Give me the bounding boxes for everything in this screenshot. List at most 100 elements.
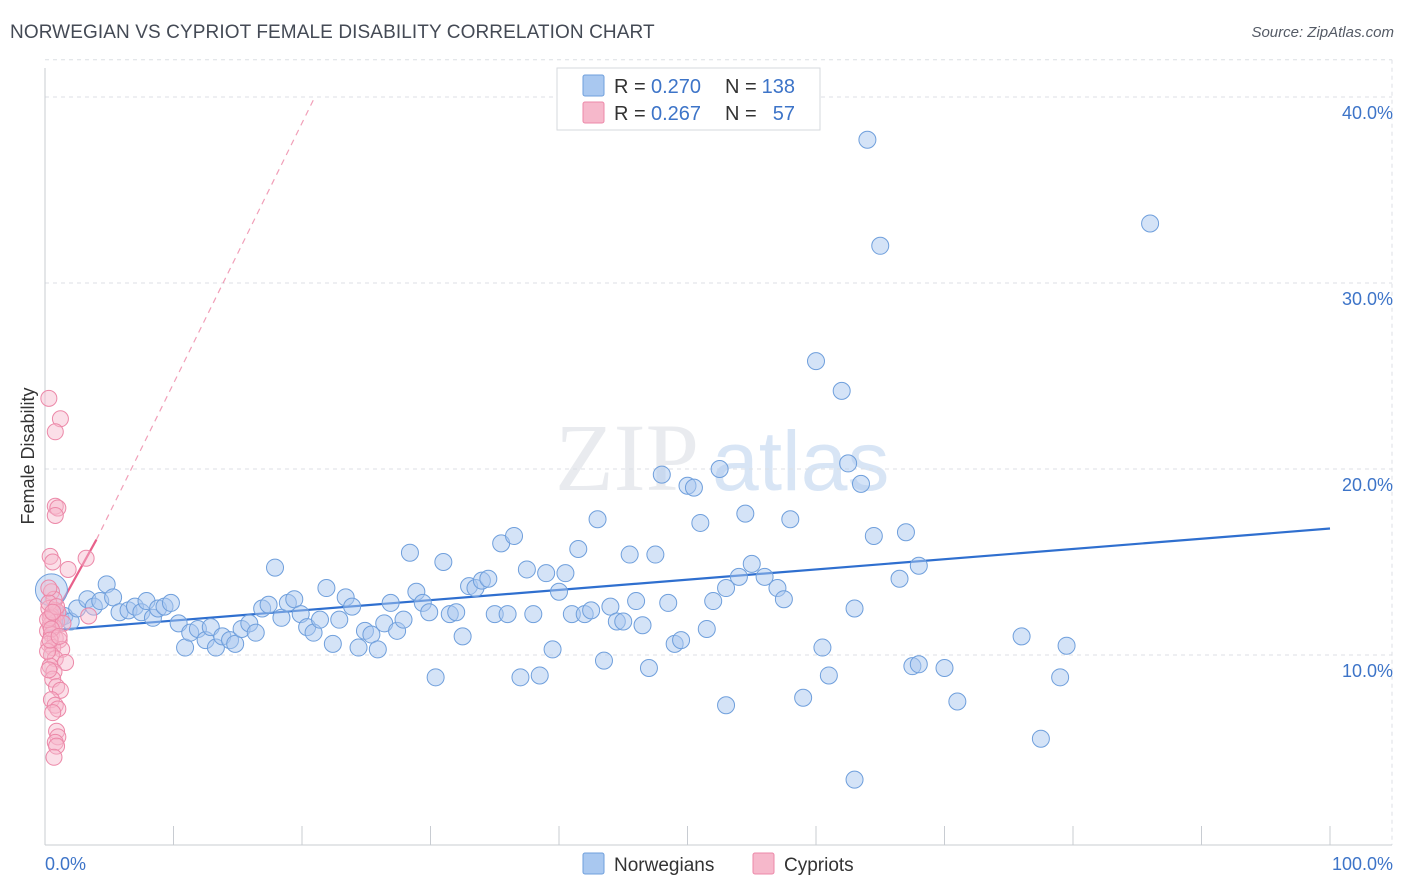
point-norwegians xyxy=(819,666,838,685)
point-norwegians xyxy=(161,593,180,612)
point-norwegians xyxy=(420,603,439,622)
point-norwegians xyxy=(896,523,915,542)
point-norwegians xyxy=(871,236,890,255)
point-cypriots xyxy=(40,661,58,679)
watermark-atlas: atlas xyxy=(712,414,889,508)
point-cypriots xyxy=(44,553,62,571)
legend-r-label-1: R = xyxy=(614,76,646,98)
point-cypriots xyxy=(46,423,64,441)
point-norwegians xyxy=(704,592,723,611)
x-tick-labels: 0.0% 100.0% xyxy=(45,854,1393,874)
point-norwegians xyxy=(434,553,453,571)
trend-line-cypriots-extended xyxy=(95,96,316,540)
point-norwegians xyxy=(672,631,691,650)
point-norwegians xyxy=(832,381,851,400)
point-norwegians xyxy=(717,579,736,598)
point-norwegians xyxy=(614,612,633,631)
point-norwegians xyxy=(453,627,472,646)
point-norwegians xyxy=(285,590,304,609)
point-norwegians xyxy=(729,567,748,586)
stats-legend: R = 0.270 N = 138 R = 0.267 N = 57 xyxy=(556,67,821,131)
point-norwegians xyxy=(511,668,530,687)
point-norwegians xyxy=(845,599,864,618)
point-norwegians xyxy=(646,545,665,564)
point-cypriots xyxy=(50,627,68,645)
legend-r-value-2: 0.267 xyxy=(651,103,701,125)
point-cypriots xyxy=(40,594,58,612)
point-norwegians xyxy=(710,460,729,478)
legend-r-value-1: 0.270 xyxy=(651,76,701,98)
point-norwegians xyxy=(426,668,445,687)
y-tick-label-10: 10.0% xyxy=(1342,661,1393,681)
point-norwegians xyxy=(550,582,568,601)
point-norwegians xyxy=(368,640,387,659)
point-cypriots xyxy=(59,560,77,578)
point-norwegians xyxy=(909,655,928,674)
x-tick-label-100: 100.0% xyxy=(1332,854,1393,874)
legend-swatch-pink xyxy=(582,101,605,124)
point-norwegians xyxy=(807,352,825,371)
legend-r-label-2: R = xyxy=(614,103,646,125)
point-cypriots xyxy=(44,704,62,722)
point-cypriots xyxy=(48,737,66,755)
point-norwegians xyxy=(594,651,613,670)
point-norwegians xyxy=(1051,668,1070,687)
point-norwegians xyxy=(794,688,813,707)
y-tick-label-20: 20.0% xyxy=(1342,475,1393,495)
point-norwegians xyxy=(266,558,285,577)
point-norwegians xyxy=(323,634,342,653)
point-norwegians xyxy=(620,545,639,564)
point-norwegians xyxy=(845,770,864,789)
point-norwegians xyxy=(909,556,928,575)
point-norwegians xyxy=(1057,636,1076,655)
source-label: Source: ZipAtlas.com xyxy=(1251,24,1394,41)
point-norwegians xyxy=(517,560,536,579)
point-cypriots xyxy=(41,631,59,649)
point-norwegians xyxy=(601,597,620,616)
watermark: ZIP atlas xyxy=(555,404,889,511)
point-norwegians xyxy=(736,504,755,523)
norwegians-points xyxy=(34,130,1160,789)
series-legend-label-norwegians: Norwegians xyxy=(614,855,714,876)
legend-n-value-2: 57 xyxy=(773,103,795,125)
series-legend-swatch-norwegians xyxy=(582,852,605,875)
point-norwegians xyxy=(717,696,736,715)
point-norwegians xyxy=(343,597,362,616)
point-norwegians xyxy=(505,526,524,545)
point-norwegians xyxy=(774,590,793,609)
point-norwegians xyxy=(691,513,710,532)
point-cypriots xyxy=(51,681,69,699)
point-norwegians xyxy=(684,478,703,497)
trend-lines xyxy=(44,96,1331,634)
point-norwegians xyxy=(813,638,832,657)
legend-n-value-1: 138 xyxy=(762,76,795,98)
point-norwegians xyxy=(652,465,671,484)
legend-swatch-blue xyxy=(582,74,605,97)
point-norwegians xyxy=(543,640,562,659)
y-tick-label-30: 30.0% xyxy=(1342,289,1393,309)
point-norwegians xyxy=(498,605,517,624)
point-norwegians xyxy=(524,605,543,624)
point-norwegians xyxy=(639,659,658,678)
series-legend: Norwegians Cypriots xyxy=(582,852,854,876)
point-norwegians xyxy=(317,579,336,598)
point-norwegians xyxy=(479,569,498,588)
point-cypriots xyxy=(46,497,64,515)
point-cypriots xyxy=(53,640,71,658)
point-norwegians xyxy=(569,539,588,558)
point-norwegians xyxy=(697,619,716,638)
point-norwegians xyxy=(447,603,466,622)
point-norwegians xyxy=(556,564,575,583)
point-norwegians xyxy=(935,659,954,678)
y-axis-title: Female Disability xyxy=(18,387,38,524)
point-norwegians xyxy=(858,130,877,149)
point-norwegians xyxy=(362,625,381,644)
point-cypriots xyxy=(51,410,69,428)
point-norwegians xyxy=(742,554,761,573)
legend-n-label-1: N = xyxy=(725,76,757,98)
watermark-zip: ZIP xyxy=(555,404,699,511)
point-norwegians xyxy=(839,454,858,473)
chart-title: NORWEGIAN VS CYPRIOT FEMALE DISABILITY C… xyxy=(10,22,655,43)
cypriots-points xyxy=(39,389,98,766)
